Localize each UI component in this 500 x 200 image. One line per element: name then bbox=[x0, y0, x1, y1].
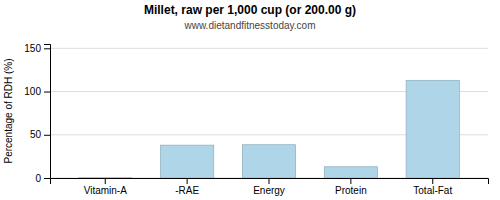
tick: 50 bbox=[30, 129, 50, 140]
tick-mark bbox=[432, 178, 433, 184]
tick-label: 50 bbox=[30, 129, 42, 140]
tick: Protein bbox=[335, 178, 367, 196]
tick-mark bbox=[269, 178, 270, 184]
y-axis: 0 50 100 150 bbox=[24, 43, 50, 184]
tick-label: Protein bbox=[335, 185, 367, 196]
tick-mark bbox=[350, 178, 351, 184]
tick-mark bbox=[44, 92, 50, 93]
tick-mark bbox=[44, 135, 50, 136]
chart: Millet, raw per 1,000 cup (or 200.00 g) w… bbox=[0, 0, 500, 200]
bar bbox=[324, 167, 377, 178]
tick-label: Total-Fat bbox=[413, 185, 452, 196]
y-axis-title: Percentage of RDH (%) bbox=[3, 58, 14, 163]
tick-mark bbox=[187, 178, 188, 184]
subtitle: www.dietandfitnesstoday.com bbox=[184, 20, 316, 31]
bars bbox=[79, 80, 460, 178]
axis-line bbox=[44, 45, 51, 179]
bar bbox=[242, 145, 295, 178]
tick-label: Energy bbox=[253, 185, 285, 196]
tick-label: 100 bbox=[24, 86, 41, 97]
tick-label: 0 bbox=[35, 173, 41, 184]
bar bbox=[161, 145, 214, 178]
axis-line bbox=[51, 179, 489, 185]
tick-mark bbox=[44, 178, 50, 179]
tick: 100 bbox=[24, 86, 50, 97]
title: Millet, raw per 1,000 cup (or 200.00 g) bbox=[144, 3, 356, 17]
tick: 150 bbox=[24, 43, 50, 54]
grid bbox=[50, 48, 488, 178]
tick: -RAE bbox=[175, 178, 199, 196]
tick-label: 150 bbox=[24, 43, 41, 54]
bar bbox=[79, 177, 132, 178]
tick-mark bbox=[105, 178, 106, 184]
tick-label: Vitamin-A bbox=[84, 185, 127, 196]
tick: Vitamin-A bbox=[84, 178, 127, 196]
bar bbox=[406, 80, 459, 178]
tick: 0 bbox=[35, 173, 50, 184]
tick: Total-Fat bbox=[413, 178, 452, 196]
x-axis: Vitamin-A -RAE Energy Protein Total-Fat bbox=[51, 178, 489, 196]
grid-line bbox=[50, 48, 488, 49]
tick-label: -RAE bbox=[175, 185, 199, 196]
tick: Energy bbox=[253, 178, 285, 196]
tick-mark bbox=[44, 48, 50, 49]
plot: 0 50 100 150 Vitamin-A -RAE Energy Protein Total… bbox=[24, 43, 488, 196]
